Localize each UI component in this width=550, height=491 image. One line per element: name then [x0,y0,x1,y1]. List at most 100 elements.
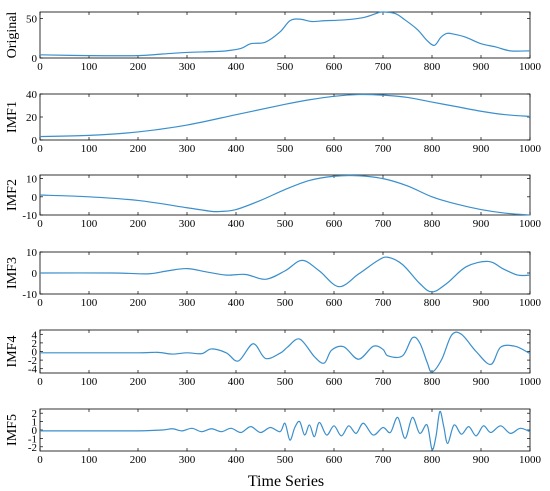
x-tick-label: 500 [277,376,294,388]
y-tick-label: 10 [26,247,38,259]
x-tick-label: 1000 [519,218,542,230]
x-tick-label: 300 [179,376,196,388]
x-tick-label: 500 [277,61,294,73]
x-tick-label: 500 [277,218,294,230]
x-tick-label: 1000 [519,297,542,309]
x-tick-label: 400 [228,297,245,309]
y-tick-label: -10 [22,289,37,301]
y-tick-label: -4 [28,364,38,376]
x-tick-label: 800 [424,454,441,466]
y-tick-label: 0 [32,53,38,65]
y-tick-label: 40 [26,89,38,101]
x-tick-label: 200 [130,218,147,230]
axes-frame [39,93,531,141]
x-tick-label: 600 [326,454,343,466]
y-tick-label: 4 [32,329,38,341]
x-tick-label: 500 [277,454,294,466]
y-axis-label: Original [5,12,20,59]
y-tick-label: 0 [32,268,38,280]
x-tick-label: 800 [424,297,441,309]
y-tick-label: 0 [32,192,38,204]
series-line [39,93,531,138]
x-tick-label: 1000 [519,143,542,155]
x-tick-label: 900 [473,376,490,388]
x-tick-label: 0 [37,218,43,230]
x-tick-label: 700 [375,297,392,309]
x-tick-label: 800 [424,376,441,388]
x-axis-title: Time Series [248,473,324,490]
x-tick-label: 900 [473,454,490,466]
x-tick-label: 100 [81,61,98,73]
axes-frame [39,329,531,374]
series-line [40,331,531,373]
x-tick-label: 0 [37,143,43,155]
x-tick-label: 1000 [519,61,542,73]
x-tick-label: 700 [375,61,392,73]
x-tick-label: 900 [473,297,490,309]
x-tick-label: 200 [130,61,147,73]
x-tick-label: 400 [228,61,245,73]
x-tick-label: 600 [326,61,343,73]
x-tick-label: 700 [375,376,392,388]
y-tick-label: -1 [28,433,37,445]
subplot-4: 0 100 200 300 400 500 600 700 800 900 1000-10010IM… [5,247,542,309]
y-axis-label: IMF3 [5,257,20,289]
y-tick-label: 0 [32,135,38,147]
y-tick-label: 10 [26,174,38,186]
x-tick-label: 200 [130,143,147,155]
y-tick-label: 1 [32,417,38,429]
x-tick-label: 100 [81,297,98,309]
x-tick-label: 700 [375,143,392,155]
x-tick-label: 0 [37,454,43,466]
x-tick-label: 700 [375,454,392,466]
x-tick-label: 900 [473,61,490,73]
x-tick-label: 600 [326,297,343,309]
y-tick-label: -2 [28,442,37,454]
y-tick-label: 20 [26,112,38,124]
x-tick-label: 300 [179,218,196,230]
x-tick-label: 400 [228,376,245,388]
x-tick-label: 700 [375,218,392,230]
subplot-3: 0 100 200 300 400 500 600 700 800 900 1000-10010IM… [5,174,542,230]
y-axis-label: IMF4 [5,336,20,368]
subplot-6: 0 100 200 300 400 500 600 700 800 900 1000-2-1012I… [5,408,542,466]
x-tick-label: 600 [326,376,343,388]
y-tick-label: 50 [26,13,38,25]
x-tick-label: 200 [130,376,147,388]
x-tick-label: 600 [326,143,343,155]
y-tick-label: -2 [28,355,37,367]
x-tick-label: 800 [424,143,441,155]
x-tick-label: 0 [37,297,43,309]
x-tick-label: 300 [179,61,196,73]
x-tick-label: 100 [81,218,98,230]
x-tick-label: 400 [228,454,245,466]
x-tick-label: 900 [473,218,490,230]
y-tick-label: 2 [32,408,38,420]
x-tick-label: 300 [179,143,196,155]
x-tick-label: 500 [277,143,294,155]
subplot-2: 0 100 200 300 400 500 600 700 800 900 1000 0 20 40 IMF… [5,89,542,155]
x-tick-label: 800 [424,61,441,73]
y-axis-label: IMF2 [5,179,20,211]
y-axis-label: IMF1 [5,101,20,133]
subplot-1: 0 100 200 300 400 500 600 700 800 900 1000 0 50 Origi… [5,11,542,73]
x-tick-label: 900 [473,143,490,155]
x-tick-label: 600 [326,218,343,230]
y-axis-label: IMF5 [5,414,20,446]
series-line [39,174,531,216]
x-tick-label: 100 [81,376,98,388]
x-tick-label: 800 [424,218,441,230]
x-tick-label: 0 [37,376,43,388]
series-line [39,256,531,293]
x-tick-label: 300 [179,297,196,309]
x-tick-label: 0 [37,61,43,73]
x-tick-label: 200 [130,297,147,309]
x-tick-label: 1000 [519,376,542,388]
x-tick-label: 1000 [519,454,542,466]
x-tick-label: 300 [179,454,196,466]
y-tick-label: -10 [22,210,37,222]
y-tick-label: 2 [32,338,38,350]
x-tick-label: 500 [277,297,294,309]
x-tick-label: 400 [228,218,245,230]
